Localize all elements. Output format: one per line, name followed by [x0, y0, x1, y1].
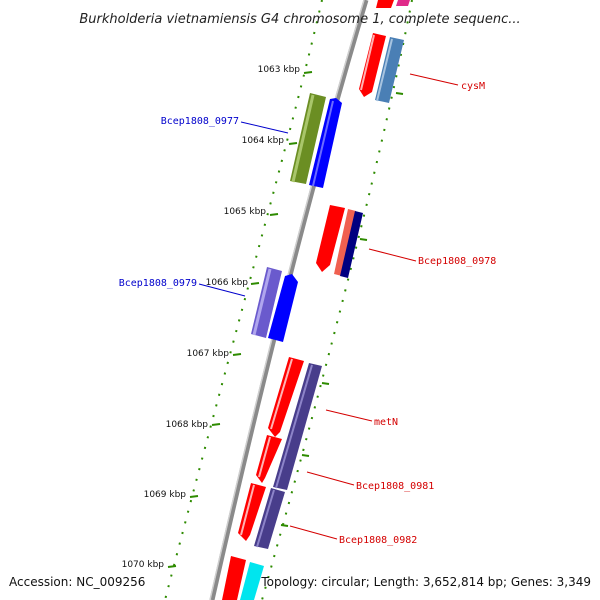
topology-text: Topology: circular; Length: 3,652,814 bp… [260, 575, 591, 589]
map-title: Burkholderia vietnamiensis G4 chromosome… [79, 12, 520, 27]
tick-label-1070: 1070 kbp [122, 560, 165, 570]
gene-label-bcep1808-0981[interactable]: Bcep1808_0981 [356, 481, 434, 492]
gene-label-metn[interactable]: metN [374, 417, 398, 428]
tick-label-1066: 1066 kbp [206, 278, 249, 288]
gene-label-cysm[interactable]: cysM [461, 81, 485, 92]
tick-label-1065: 1065 kbp [224, 207, 267, 217]
tick-label-1069: 1069 kbp [144, 490, 187, 500]
tick-label-1067: 1067 kbp [187, 349, 230, 359]
gene-label-bcep1808-0979[interactable]: Bcep1808_0979 [119, 278, 197, 289]
tick-label-1064: 1064 kbp [242, 136, 285, 146]
tick-label-1063: 1063 kbp [258, 65, 301, 75]
tick-label-1068: 1068 kbp [166, 420, 209, 430]
gene-top-red [376, 0, 394, 8]
gene-label-bcep1808-0978[interactable]: Bcep1808_0978 [418, 256, 496, 267]
gene-top-pink [396, 0, 410, 6]
gene-label-bcep1808-0977[interactable]: Bcep1808_0977 [161, 116, 239, 127]
outer-tick-ring [165, 0, 322, 600]
gene-features [222, 0, 410, 600]
gene-label-bcep1808-0982[interactable]: Bcep1808_0982 [339, 535, 417, 546]
accession-text: Accession: NC_009256 [9, 575, 145, 589]
